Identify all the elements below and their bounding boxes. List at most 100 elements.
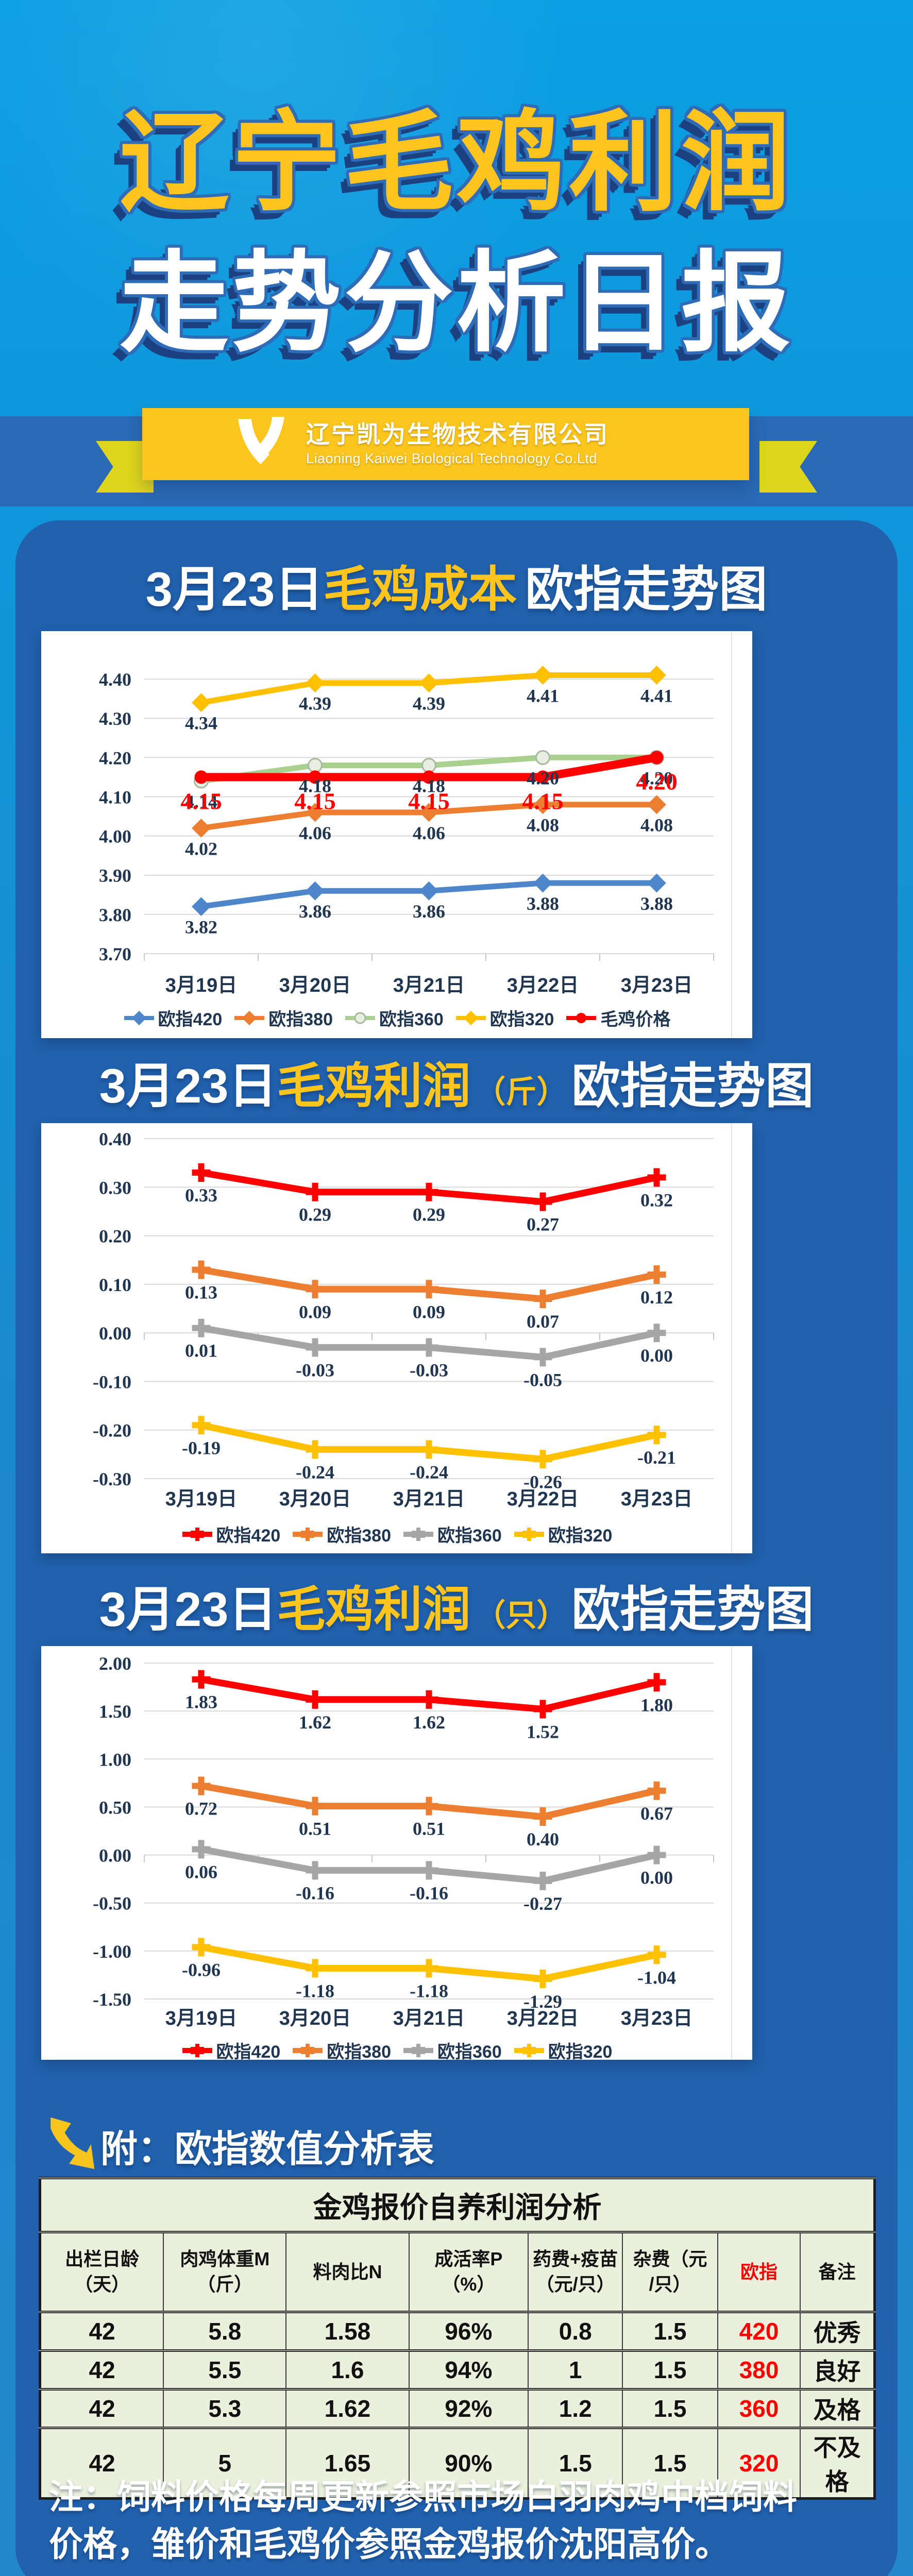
svg-text:-0.16: -0.16: [296, 1883, 334, 1903]
svg-text:4.30: 4.30: [99, 708, 131, 729]
legend-label: 欧指380: [268, 1010, 333, 1029]
svg-text:-0.10: -0.10: [93, 1371, 131, 1392]
svg-text:0.29: 0.29: [299, 1205, 331, 1225]
svg-text:3.88: 3.88: [527, 893, 559, 914]
table-header-cell: 杂费（元 /只）: [622, 2231, 718, 2312]
legend-label: 欧指360: [437, 1526, 502, 1546]
legend-label: 毛鸡价格: [600, 1010, 671, 1029]
section-title-profit-zhi: 3月23日毛鸡利润 （只）欧指走势图: [15, 1582, 898, 1637]
legend-label: 欧指320: [489, 1010, 554, 1029]
svg-text:0.27: 0.27: [527, 1214, 559, 1235]
legend-item: 欧指320: [513, 1521, 612, 1547]
legend-marker-icon: [566, 1012, 597, 1023]
svg-text:1.00: 1.00: [99, 1749, 131, 1770]
profit-per-jin-chart: 0.40 0.30 0.20 0.10 0.00 -0.10 -0.20 -0.30 0.33 0…: [41, 1123, 752, 1553]
legend-item: 欧指420: [181, 2038, 280, 2063]
svg-text:0.09: 0.09: [413, 1301, 445, 1322]
svg-text:3月20日: 3月20日: [279, 975, 351, 996]
table-cell: 1.5: [622, 2349, 718, 2389]
table-row: 42 5 1.65 90% 1.5 1.5 320 不及格: [39, 2427, 875, 2499]
table-cell: 96%: [408, 2311, 529, 2351]
section-highlight: 毛鸡利润: [277, 1582, 471, 1636]
svg-text:-1.18: -1.18: [296, 1980, 334, 2001]
legend-item: 欧指320: [455, 1005, 554, 1030]
svg-text:0.00: 0.00: [99, 1845, 131, 1866]
svg-text:4.08: 4.08: [527, 815, 559, 836]
main-title-line2: 走势分析日报: [120, 242, 793, 364]
svg-text:0.40: 0.40: [99, 1129, 131, 1149]
svg-text:-1.29: -1.29: [523, 1991, 562, 2012]
table-header-cell: 出栏日龄 （天）: [39, 2231, 164, 2312]
svg-text:1.62: 1.62: [299, 1712, 331, 1733]
table-cell: 42: [39, 2388, 164, 2428]
table-cell: 360: [717, 2388, 801, 2428]
table-cell: 42: [39, 2311, 164, 2351]
svg-text:3月23日: 3月23日: [621, 975, 692, 996]
company-name-en: Liaoning Kaiwei Biological Technology Co…: [306, 450, 597, 466]
legend-item: 欧指420: [123, 1005, 222, 1030]
svg-text:0.29: 0.29: [413, 1205, 445, 1225]
svg-text:3月19日: 3月19日: [165, 975, 237, 996]
svg-text:0.51: 0.51: [413, 1819, 445, 1839]
svg-text:4.34: 4.34: [185, 713, 217, 734]
legend-marker-icon: [293, 1527, 323, 1541]
svg-text:-0.26: -0.26: [523, 1471, 562, 1492]
footnote: 注：饲料价格每周更新参照市场白羽肉鸡中档饲料 价格，雏价和毛鸡价参照金鸡报价沈阳…: [49, 2473, 881, 2568]
table-cell: 1.65: [285, 2427, 409, 2499]
table-cell: 320: [717, 2427, 801, 2499]
svg-text:4.15: 4.15: [180, 788, 222, 814]
svg-text:1.83: 1.83: [185, 1692, 217, 1713]
legend-marker-icon: [124, 1010, 154, 1025]
table-header-cell: 备注: [800, 2231, 875, 2312]
company-logo-icon: [230, 416, 293, 473]
cost-trend-chart: 4.40 4.30 4.20 4.10 4.00 3.90 3.80 3.70 3.82 3.86…: [41, 631, 752, 1038]
svg-text:0.13: 0.13: [185, 1282, 217, 1303]
svg-text:3月21日: 3月21日: [393, 975, 465, 996]
svg-text:1.50: 1.50: [99, 1701, 131, 1722]
section-rest: 欧指走势图: [571, 1582, 814, 1636]
table-cell: 良好: [800, 2349, 875, 2389]
svg-text:0.12: 0.12: [640, 1287, 673, 1308]
company-banner: 辽宁凯为生物技术有限公司 Liaoning Kaiwei Biological …: [142, 408, 749, 480]
table-cell: 1.5: [622, 2311, 718, 2351]
section-title-profit-jin: 3月23日毛鸡利润 （斤）欧指走势图: [15, 1058, 898, 1114]
svg-text:3.88: 3.88: [640, 893, 673, 914]
svg-text:-1.04: -1.04: [637, 1967, 676, 1988]
svg-text:4.15: 4.15: [522, 788, 564, 814]
company-name-cn: 辽宁凯为生物技术有限公司: [306, 421, 609, 448]
legend-marker-icon: [514, 1527, 544, 1541]
legend-marker-icon: [403, 2043, 433, 2057]
svg-text:0.06: 0.06: [185, 1861, 217, 1882]
svg-text:3.90: 3.90: [99, 866, 131, 886]
svg-text:0.40: 0.40: [527, 1829, 559, 1850]
legend-marker-icon: [182, 2043, 212, 2057]
legend-item: 欧指360: [344, 1005, 444, 1030]
legend-marker-icon: [455, 1010, 486, 1025]
svg-text:-1.50: -1.50: [93, 1989, 131, 2010]
svg-text:3月20日: 3月20日: [279, 1488, 351, 1510]
svg-text:3.86: 3.86: [413, 901, 445, 922]
svg-text:-0.27: -0.27: [523, 1893, 562, 1914]
svg-text:-0.19: -0.19: [182, 1437, 221, 1458]
svg-text:0.30: 0.30: [99, 1177, 131, 1198]
svg-text:3月22日: 3月22日: [507, 1488, 579, 1510]
svg-text:0.33: 0.33: [185, 1185, 217, 1206]
svg-text:3月19日: 3月19日: [165, 1488, 237, 1510]
svg-text:3月22日: 3月22日: [507, 975, 579, 996]
legend-label: 欧指380: [327, 1526, 391, 1546]
svg-text:-0.50: -0.50: [93, 1893, 131, 1914]
chart-legend: 欧指420 欧指380 欧指360 欧指320: [41, 1521, 752, 1547]
table-cell: 42: [39, 2427, 164, 2499]
main-title-line1: 辽宁毛鸡利润: [120, 101, 793, 224]
svg-text:4.06: 4.06: [413, 823, 445, 843]
svg-text:2.00: 2.00: [99, 1653, 131, 1674]
legend-marker-icon: [182, 1527, 212, 1541]
table-cell: 90%: [408, 2427, 529, 2499]
section-highlight: 毛鸡成本: [323, 562, 517, 616]
svg-text:3月21日: 3月21日: [393, 2008, 465, 2029]
table-cell: 优秀: [800, 2311, 875, 2351]
svg-text:0.51: 0.51: [299, 1819, 331, 1839]
table-cell: 92%: [408, 2388, 529, 2428]
svg-text:0.20: 0.20: [99, 1226, 131, 1247]
legend-item: 欧指320: [513, 2038, 612, 2063]
